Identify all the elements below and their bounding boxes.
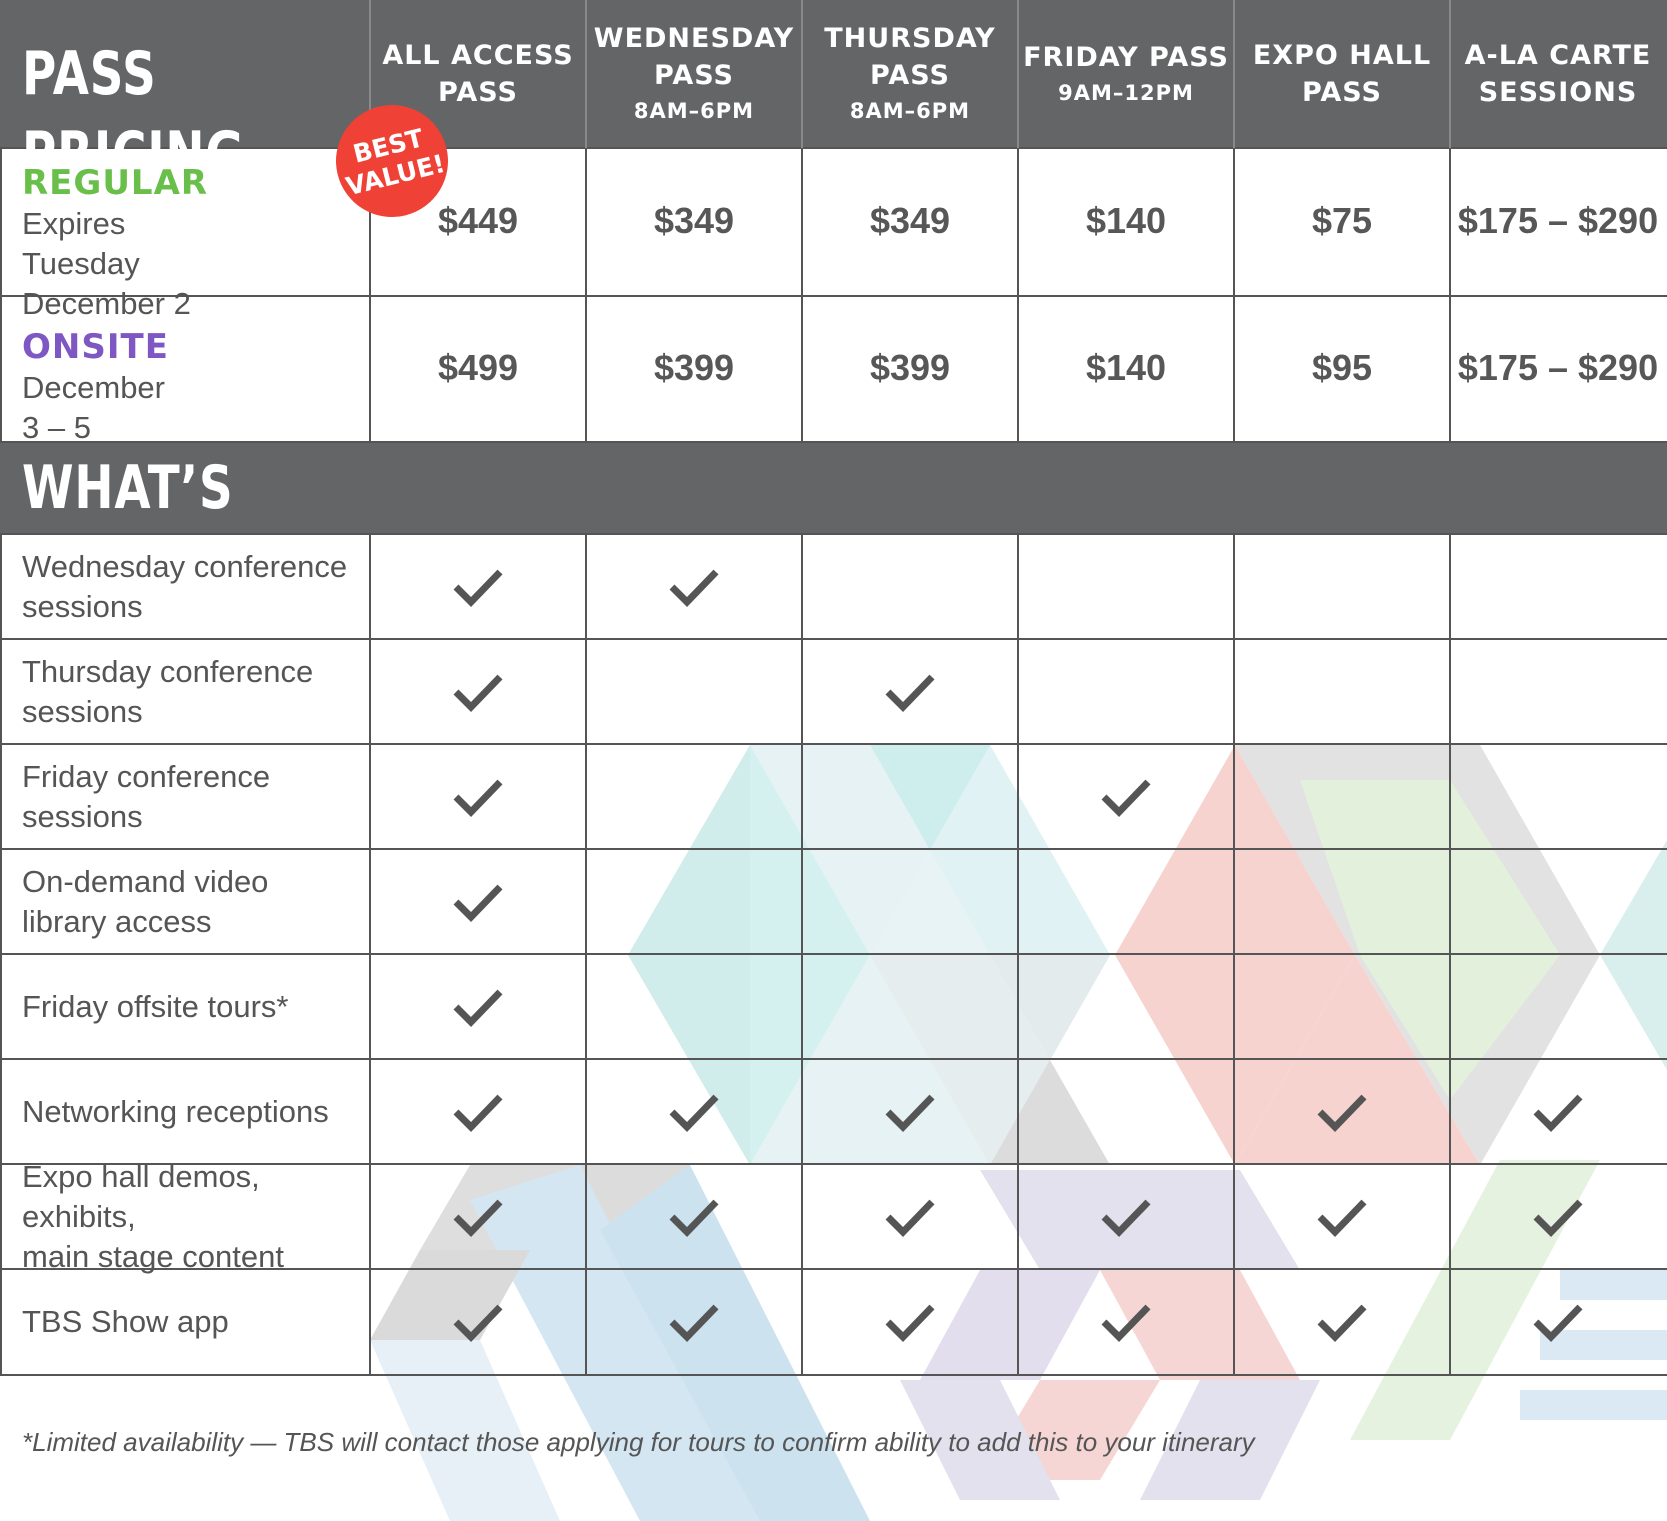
check-icon — [885, 1304, 935, 1343]
price-cell: $349 — [869, 200, 951, 241]
pricing-tier-description: December 3 – 5 — [22, 370, 165, 445]
check-icon — [453, 1094, 503, 1133]
column-header-time: 9AM–12PM — [1058, 80, 1194, 105]
footnote: *Limited availability — TBS will contact… — [22, 1427, 1255, 1457]
check-icon — [1533, 1199, 1583, 1238]
column-header: WEDNESDAY PASS 8AM–6PM — [586, 0, 802, 148]
column-header: THURSDAY PASS 8AM–6PM — [802, 0, 1018, 148]
column-header-name: EXPO HALL PASS — [1252, 40, 1432, 108]
feature-label: TBS Show app — [22, 1304, 229, 1340]
check-icon — [1101, 1304, 1151, 1343]
check-icon — [1533, 1304, 1583, 1343]
check-icon — [1317, 1304, 1367, 1343]
price-cell: $399 — [653, 347, 735, 388]
feature-label: Friday offsite tours* — [22, 988, 289, 1024]
feature-label: On-demand video library access — [22, 863, 269, 939]
check-icon — [453, 1199, 503, 1238]
pricing-tier-description: Expires Tuesday December 2 — [22, 206, 191, 321]
pricing-header-bar — [0, 0, 1667, 148]
check-icon — [453, 779, 503, 817]
check-icon — [1317, 1094, 1367, 1133]
check-icon — [885, 674, 935, 712]
check-icon — [669, 1304, 719, 1343]
column-header: ALL ACCESS PASS — [370, 0, 586, 148]
price-cell: $140 — [1085, 200, 1167, 241]
column-header-name: FRIDAY PASS — [1023, 41, 1229, 73]
price-cell: $499 — [437, 347, 519, 388]
check-icon — [1533, 1094, 1583, 1133]
pricing-tier: REGULAR Expires Tuesday December 2 — [22, 162, 208, 324]
feature-label: Expo hall demos, exhibits, main stage co… — [22, 1159, 284, 1275]
check-icon — [885, 1094, 935, 1133]
check-icon — [453, 884, 503, 922]
pricing-tier-name: ONSITE — [22, 327, 169, 367]
column-header-time: 8AM–6PM — [633, 99, 755, 123]
price-cell: $175 – $290 — [1457, 200, 1659, 241]
column-header: A-LA CARTE SESSIONS — [1450, 0, 1666, 148]
check-icon — [453, 1304, 503, 1343]
column-header-name: A-LA CARTE SESSIONS — [1464, 40, 1652, 108]
check-icon — [669, 1199, 719, 1238]
price-cell: $75 — [1311, 200, 1373, 241]
price-cell: $349 — [653, 200, 735, 241]
check-icon — [453, 569, 503, 607]
price-cell: $449 — [437, 200, 519, 241]
column-header-name: WEDNESDAY PASS — [593, 23, 795, 91]
feature-label: Thursday conference sessions — [22, 653, 314, 729]
check-icon — [453, 989, 503, 1027]
column-header: FRIDAY PASS 9AM–12PM — [1018, 0, 1234, 148]
pricing-tier: ONSITE December 3 – 5 — [22, 326, 169, 448]
check-icon — [1101, 779, 1151, 817]
check-icon — [453, 674, 503, 712]
check-icon — [669, 1094, 719, 1133]
check-icon — [669, 569, 719, 607]
pricing-title: PASS PRICING — [22, 39, 245, 189]
price-cell: $399 — [869, 347, 951, 388]
column-header-name: ALL ACCESS PASS — [382, 40, 574, 108]
check-icon — [885, 1199, 935, 1238]
check-icon — [1101, 1199, 1151, 1238]
included-header-bar — [0, 442, 1667, 534]
price-cell: $175 – $290 — [1457, 347, 1659, 388]
price-cell: $140 — [1085, 347, 1167, 388]
pricing-tier-name: REGULAR — [22, 163, 209, 203]
column-header-time: 8AM–6PM — [849, 99, 971, 123]
feature-label: Networking receptions — [22, 1094, 329, 1130]
price-cell: $95 — [1311, 347, 1373, 388]
included-title: WHAT’S INCLUDED — [22, 453, 295, 603]
feature-label: Wednesday conference sessions — [22, 548, 348, 624]
column-header: EXPO HALL PASS — [1234, 0, 1450, 148]
feature-label: Friday conference sessions — [22, 758, 271, 834]
column-header-name: THURSDAY PASS — [824, 23, 996, 91]
check-icon — [1317, 1199, 1367, 1238]
